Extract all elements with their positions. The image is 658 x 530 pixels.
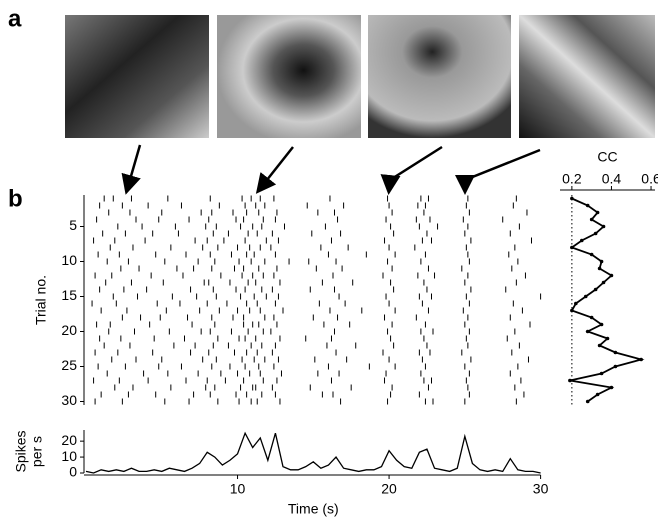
image (65, 15, 209, 138)
cc-point (597, 266, 602, 271)
panel-label: a (8, 5, 22, 32)
cc-point (595, 210, 600, 215)
cc-point (570, 196, 574, 201)
cc-point (639, 357, 643, 362)
y-axis-label: Trial no. (33, 275, 49, 325)
cc-point (613, 350, 618, 355)
image (368, 15, 511, 138)
cc-point (589, 315, 594, 320)
y-tick-label: 20 (61, 322, 77, 338)
x-axis-label: Time (s) (288, 501, 339, 517)
cc-point (593, 231, 598, 236)
cc-point (601, 224, 606, 229)
panel-label: b (8, 185, 23, 212)
cc-point (601, 280, 606, 285)
cc-point (597, 343, 602, 348)
cc-point (605, 336, 610, 341)
cc-point (609, 273, 614, 278)
arrow (121, 144, 142, 195)
x-tick-label: 10 (230, 481, 246, 497)
x-tick-label: 0.2 (562, 171, 582, 187)
y-tick-label: 5 (69, 217, 77, 233)
y-axis-label: Spikes (13, 430, 29, 472)
y-tick-label: 30 (61, 392, 77, 408)
y-tick-label: 0 (69, 464, 77, 480)
cc-point (583, 294, 588, 299)
x-tick-label: 0.4 (602, 171, 622, 187)
cc-point (579, 238, 584, 243)
y-axis-label: per s (29, 436, 45, 467)
x-tick-label: 0.6 (641, 171, 658, 187)
y-tick-label: 20 (61, 432, 77, 448)
rate-line (85, 431, 541, 474)
cc-point (589, 252, 594, 257)
image (217, 15, 361, 138)
cc-point (595, 392, 600, 397)
arrow (380, 145, 443, 195)
cc-point (599, 371, 604, 376)
cc-point (585, 329, 590, 334)
cc-point (585, 399, 590, 404)
cc-point (609, 385, 614, 390)
x-tick-label: 20 (381, 481, 397, 497)
cc-point (593, 287, 598, 292)
arrows (121, 144, 541, 195)
cc-point (570, 245, 574, 250)
cc-point (570, 308, 574, 313)
arrow (455, 148, 541, 195)
cc-point (599, 259, 604, 264)
arrow (255, 146, 294, 194)
y-tick-label: 15 (61, 287, 77, 303)
cc-line (569, 197, 645, 403)
cc-point (599, 322, 604, 327)
cc-point (613, 364, 618, 369)
y-tick-label: 10 (61, 448, 77, 464)
y-tick-label: 25 (61, 357, 77, 373)
cc-point (568, 378, 572, 383)
image (519, 15, 655, 138)
cc-point (585, 203, 590, 208)
y-tick-label: 10 (61, 252, 77, 268)
cc-point (589, 217, 594, 222)
cc-point (574, 301, 578, 306)
x-tick-label: 30 (533, 481, 549, 497)
x-axis-label: CC (597, 149, 617, 165)
